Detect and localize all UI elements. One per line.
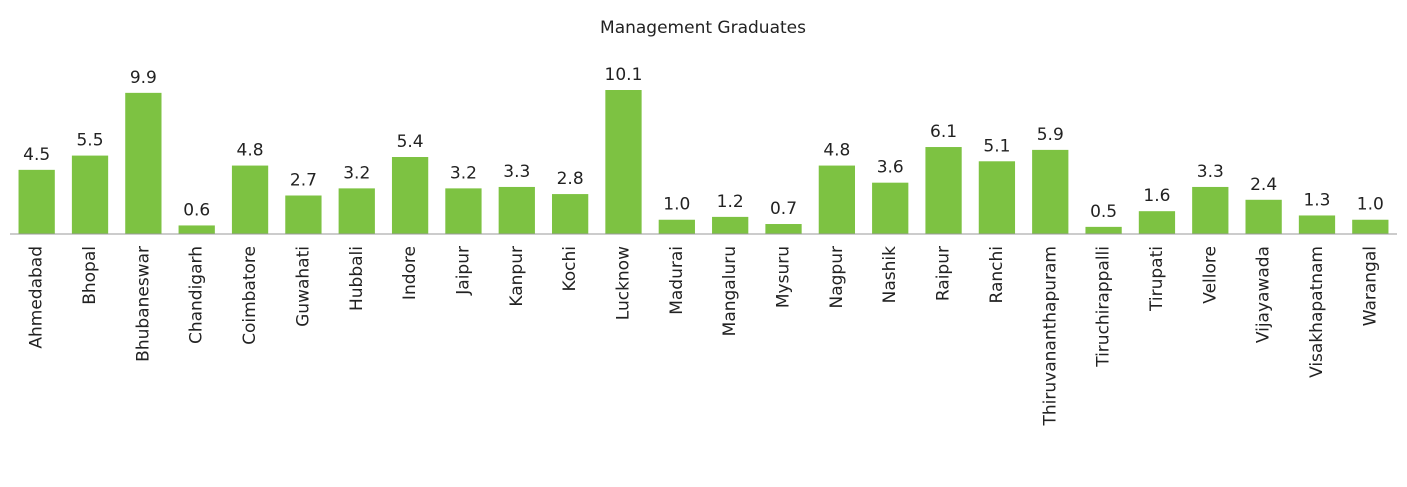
- value-label: 1.2: [717, 192, 744, 212]
- value-label: 2.4: [1250, 175, 1277, 195]
- bar: [445, 188, 482, 234]
- bar: [71, 155, 109, 234]
- bar: [872, 182, 909, 234]
- x-tick-label: Indore: [400, 246, 420, 300]
- value-label: 3.2: [450, 163, 477, 183]
- x-tick-label: Jaipur: [453, 246, 473, 296]
- x-tick-label: Bhopal: [80, 246, 100, 305]
- value-label: 5.9: [1037, 125, 1064, 145]
- bar: [498, 186, 535, 234]
- value-label: 0.7: [770, 199, 797, 219]
- bar: [551, 194, 589, 234]
- bar: [925, 147, 962, 234]
- bar: [605, 90, 642, 234]
- value-label: 1.3: [1303, 190, 1330, 210]
- bar: [1085, 226, 1122, 234]
- bar: [178, 225, 215, 234]
- x-tick-label: Tirupati: [1147, 246, 1167, 312]
- value-label: 3.3: [1197, 162, 1224, 182]
- value-label: 3.3: [503, 162, 530, 182]
- value-label: 10.1: [605, 65, 643, 85]
- x-tick-label: Tiruchirappalli: [1094, 246, 1114, 368]
- x-tick-label: Nashik: [880, 246, 900, 303]
- bar: [391, 157, 429, 234]
- bar: [1245, 199, 1282, 234]
- x-tick-label: Nagpur: [827, 246, 847, 308]
- bar: [338, 188, 375, 234]
- bar: [818, 165, 856, 234]
- x-tick-label: Bhubaneswar: [133, 246, 153, 362]
- value-label: 4.8: [823, 141, 850, 161]
- x-tick-label: Lucknow: [613, 246, 633, 320]
- value-label: 9.9: [130, 68, 157, 88]
- x-tick-label: Kochi: [560, 246, 580, 292]
- value-label: 3.6: [877, 158, 904, 178]
- bar: [712, 216, 749, 234]
- x-tick-label: Ahmedabad: [27, 246, 47, 349]
- bar: [18, 169, 55, 234]
- x-tick-label: Kanpur: [507, 246, 527, 307]
- value-label: 1.6: [1143, 186, 1170, 206]
- value-label: 4.8: [237, 141, 264, 161]
- x-tick-label: Vellore: [1200, 246, 1220, 304]
- value-label: 5.1: [983, 136, 1010, 156]
- x-tick-label: Hubbali: [347, 246, 367, 311]
- bar: [1352, 219, 1389, 234]
- bar: [125, 92, 162, 234]
- x-tick-label: Chandigarh: [187, 246, 207, 344]
- bar: [1032, 149, 1069, 234]
- bar: [1138, 211, 1176, 234]
- bar: [231, 165, 269, 234]
- value-label: 5.5: [76, 131, 103, 151]
- x-tick-label: Raipur: [934, 246, 954, 301]
- bar: [1298, 215, 1336, 234]
- value-label: 0.5: [1090, 202, 1117, 222]
- value-label: 6.1: [930, 122, 957, 142]
- value-label: 3.2: [343, 163, 370, 183]
- bar: [765, 224, 802, 234]
- value-label: 1.0: [1357, 195, 1384, 215]
- bar: [285, 195, 322, 234]
- x-tick-label: Guwahati: [293, 246, 313, 327]
- value-label: 4.5: [23, 145, 50, 165]
- x-tick-label: Thiruvananthapuram: [1040, 246, 1060, 426]
- value-label: 2.7: [290, 171, 317, 191]
- value-label: 5.4: [397, 132, 424, 152]
- bar: [658, 219, 695, 234]
- bar: [1192, 186, 1229, 234]
- x-tick-label: Mysuru: [774, 246, 794, 308]
- chart-title: Management Graduates: [600, 18, 806, 38]
- value-label: 0.6: [183, 200, 210, 220]
- x-tick-label: Vijayawada: [1254, 246, 1274, 343]
- value-label: 2.8: [557, 169, 584, 189]
- x-tick-label: Ranchi: [987, 246, 1007, 303]
- x-tick-label: Coimbatore: [240, 246, 260, 345]
- x-tick-label: Visakhapatnam: [1307, 246, 1327, 378]
- x-tick-label: Mangaluru: [720, 246, 740, 336]
- x-tick-label: Madurai: [667, 246, 687, 315]
- x-tick-label: Warangal: [1360, 246, 1380, 326]
- bar: [978, 161, 1016, 234]
- value-label: 1.0: [663, 195, 690, 215]
